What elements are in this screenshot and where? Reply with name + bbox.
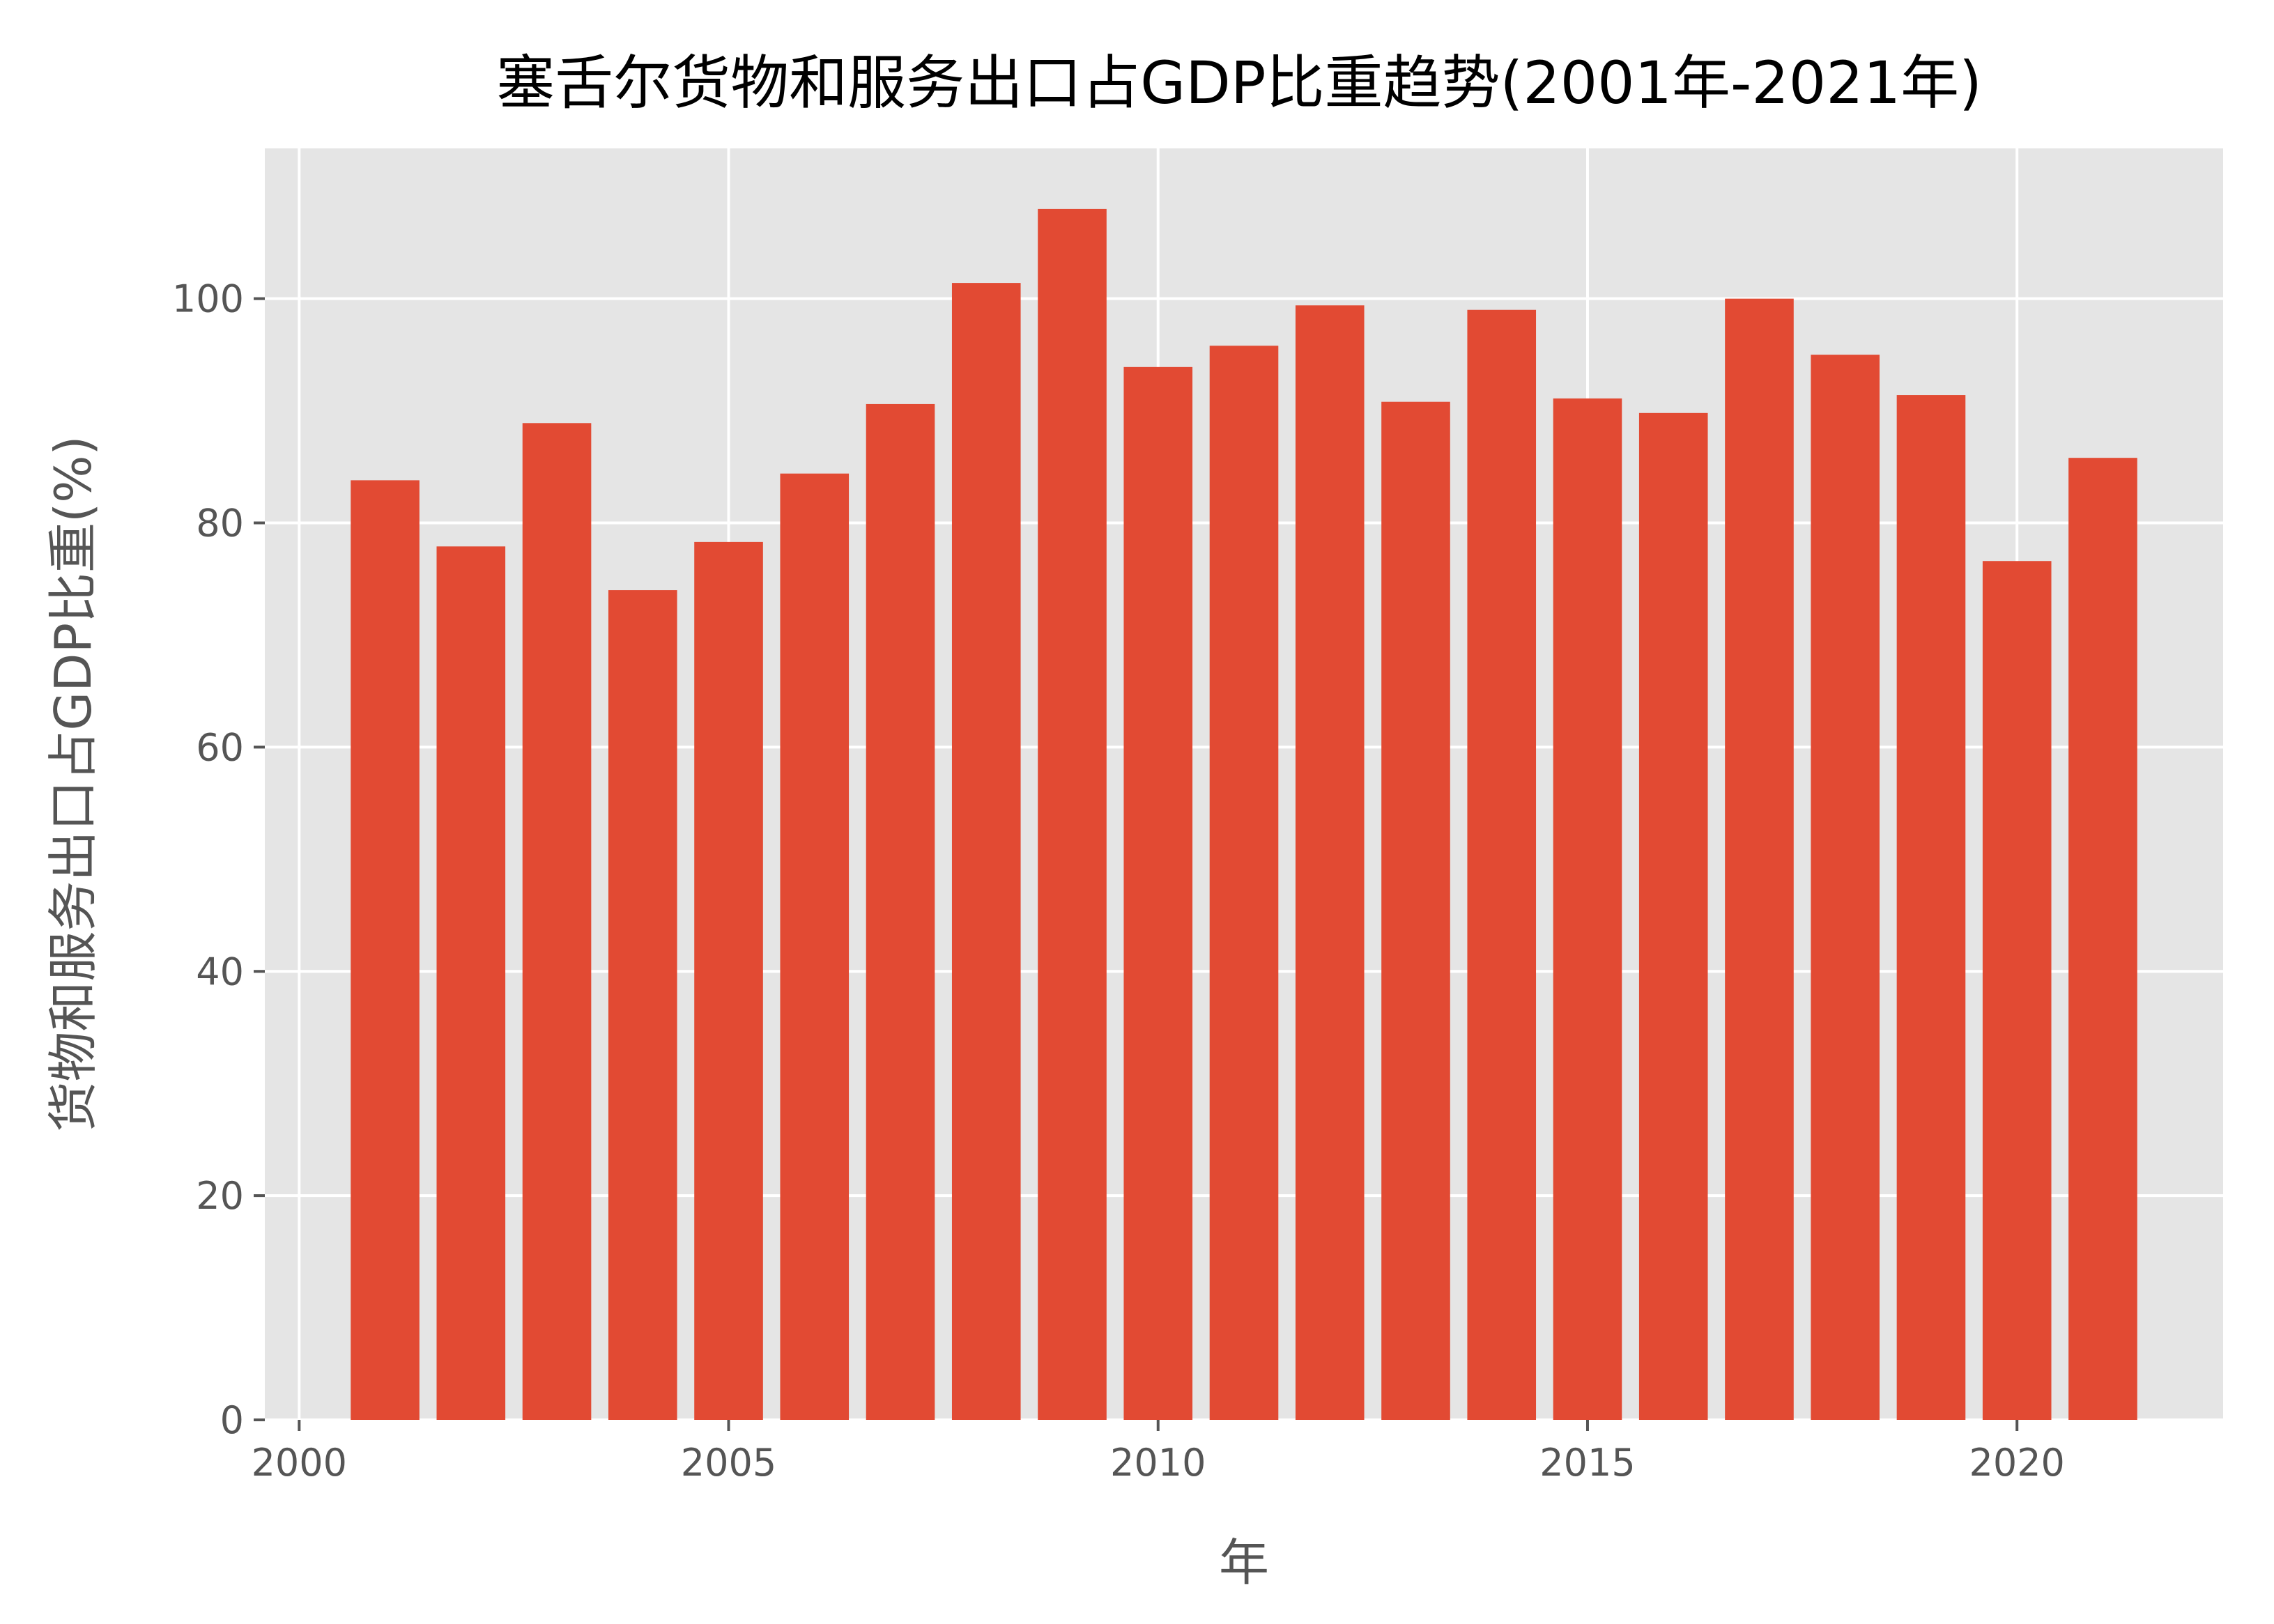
bar-2021 (2068, 458, 2137, 1420)
x-tick-label: 2005 (681, 1441, 776, 1485)
bar-2003 (522, 423, 592, 1421)
bar-2004 (608, 590, 677, 1420)
y-tick-label: 80 (196, 502, 244, 546)
bar-2001 (351, 480, 420, 1420)
x-tick-label: 2000 (252, 1441, 347, 1485)
bar-2013 (1381, 401, 1450, 1420)
chart-title: 塞舌尔货物和服务出口占GDP比重趋势(2001年-2021年) (496, 49, 1982, 117)
bar-2020 (1982, 561, 2052, 1420)
x-axis-label: 年 (1219, 1533, 1269, 1592)
y-tick-label: 40 (196, 950, 244, 993)
x-tick-label: 2010 (1110, 1441, 1206, 1485)
y-tick-label: 20 (196, 1174, 244, 1218)
bar-2012 (1295, 305, 1365, 1421)
bar-2006 (780, 473, 850, 1421)
x-tick-label: 2020 (1969, 1441, 2064, 1485)
bar-2019 (1896, 395, 1966, 1421)
bar-2002 (436, 546, 506, 1420)
bar-2014 (1467, 309, 1537, 1420)
bar-2008 (951, 283, 1021, 1420)
x-tick-label: 2015 (1539, 1441, 1635, 1485)
y-tick-label: 0 (220, 1398, 244, 1442)
bar-2007 (866, 403, 935, 1421)
bars (351, 208, 2137, 1421)
bar-2015 (1553, 398, 1622, 1420)
y-tick-label: 60 (196, 725, 244, 769)
bar-2011 (1209, 346, 1279, 1421)
bar-2016 (1638, 412, 1708, 1421)
axis-ticks: 2000 2005 2010 2015 2020 0 20 40 60 80 100 (172, 277, 2065, 1485)
bar-2009 (1038, 208, 1107, 1420)
y-axis-label: 货物和服务出口占GDP比重(%) (44, 435, 102, 1131)
bar-2010 (1123, 366, 1193, 1420)
bar-2005 (694, 541, 763, 1420)
bar-2017 (1725, 298, 1794, 1420)
bar-2018 (1811, 355, 1880, 1421)
y-tick-label: 100 (172, 277, 244, 321)
